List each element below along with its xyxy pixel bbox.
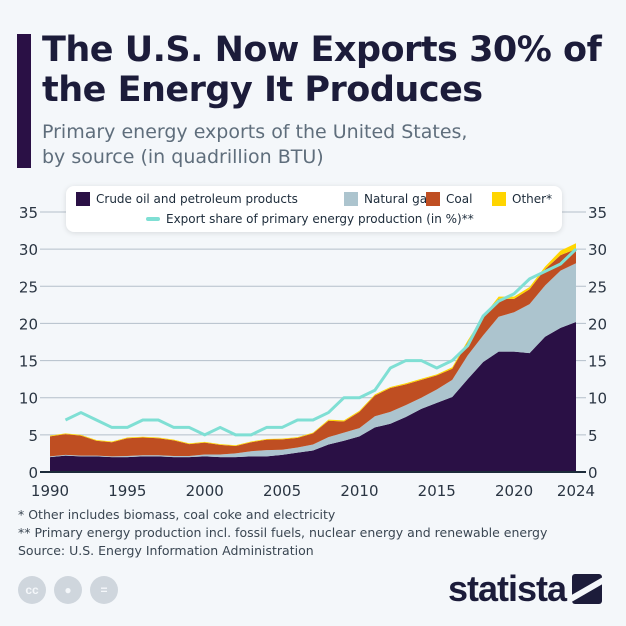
x-tick-label: 2005	[263, 482, 301, 500]
legend-swatch	[426, 192, 440, 206]
x-tick-label: 1995	[108, 482, 146, 500]
y-tick-label-left: 30	[19, 241, 38, 259]
y-tick-label-left: 25	[19, 278, 38, 296]
x-tick-label: 2000	[186, 482, 224, 500]
legend-label: Export share of primary energy productio…	[166, 212, 474, 226]
y-tick-label-right: 25	[588, 278, 607, 296]
legend-swatch	[76, 192, 90, 206]
legend-item-coal: Coal	[426, 192, 472, 206]
legend-item-other: Other*	[492, 192, 552, 206]
y-tick-label-right: 15	[588, 353, 607, 371]
y-tick-label-left: 15	[19, 353, 38, 371]
x-tick-label: 2010	[340, 482, 378, 500]
legend-item-gas: Natural gas	[344, 192, 433, 206]
person-icon[interactable]: ●	[54, 576, 82, 604]
y-tick-label-right: 5	[588, 427, 598, 445]
legend-swatch	[344, 192, 358, 206]
legend-label: Crude oil and petroleum products	[96, 192, 298, 206]
x-tick-label: 2024	[557, 482, 595, 500]
equals-icon[interactable]: =	[90, 576, 118, 604]
y-tick-label-left: 10	[19, 390, 38, 408]
notes: * Other includes biomass, coal coke and …	[18, 506, 547, 560]
legend-label: Natural gas	[364, 192, 434, 206]
legend-label: Coal	[446, 192, 473, 206]
y-tick-label-right: 0	[588, 464, 598, 482]
legend-line	[146, 217, 160, 221]
y-tick-label-right: 10	[588, 390, 607, 408]
subtitle-line2: by source (in quadrillion BTU)	[42, 146, 324, 168]
subtitle: Primary energy exports of the United Sta…	[42, 120, 467, 170]
y-tick-label-left: 5	[28, 427, 38, 445]
y-tick-label-right: 35	[588, 204, 607, 222]
x-tick-label: 1990	[31, 482, 69, 500]
note-other: * Other includes biomass, coal coke and …	[18, 507, 336, 522]
y-tick-label-left: 20	[19, 315, 38, 333]
note-production: ** Primary energy production incl. fossi…	[18, 525, 548, 540]
legend: Crude oil and petroleum products Natural…	[66, 186, 562, 232]
x-tick-label: 2020	[495, 482, 533, 500]
area-crude-oil-and-petroleum-products	[50, 321, 576, 472]
legend-swatch	[492, 192, 506, 206]
y-tick-label-left: 0	[28, 464, 38, 482]
source: Source: U.S. Energy Information Administ…	[18, 543, 314, 558]
subtitle-line1: Primary energy exports of the United Sta…	[42, 121, 468, 143]
legend-item-share: Export share of primary energy productio…	[146, 212, 474, 226]
export-share-line	[64, 248, 578, 437]
accent-bar	[17, 34, 31, 168]
page-title: The U.S. Now Exports 30% of the Energy I…	[42, 30, 602, 110]
y-tick-label-right: 30	[588, 241, 607, 259]
logo-text: statista	[448, 568, 567, 609]
y-tick-label-left: 35	[19, 204, 38, 222]
logo-mark-icon	[572, 574, 603, 604]
license-icons: cc ● =	[18, 576, 118, 604]
x-tick-label: 2015	[418, 482, 456, 500]
y-tick-label-right: 20	[588, 315, 607, 333]
legend-item-crude: Crude oil and petroleum products	[76, 192, 298, 206]
legend-label: Other*	[512, 192, 553, 206]
area-natural-gas	[50, 263, 576, 458]
statista-logo[interactable]: statista	[448, 568, 603, 610]
cc-icon[interactable]: cc	[18, 576, 46, 604]
